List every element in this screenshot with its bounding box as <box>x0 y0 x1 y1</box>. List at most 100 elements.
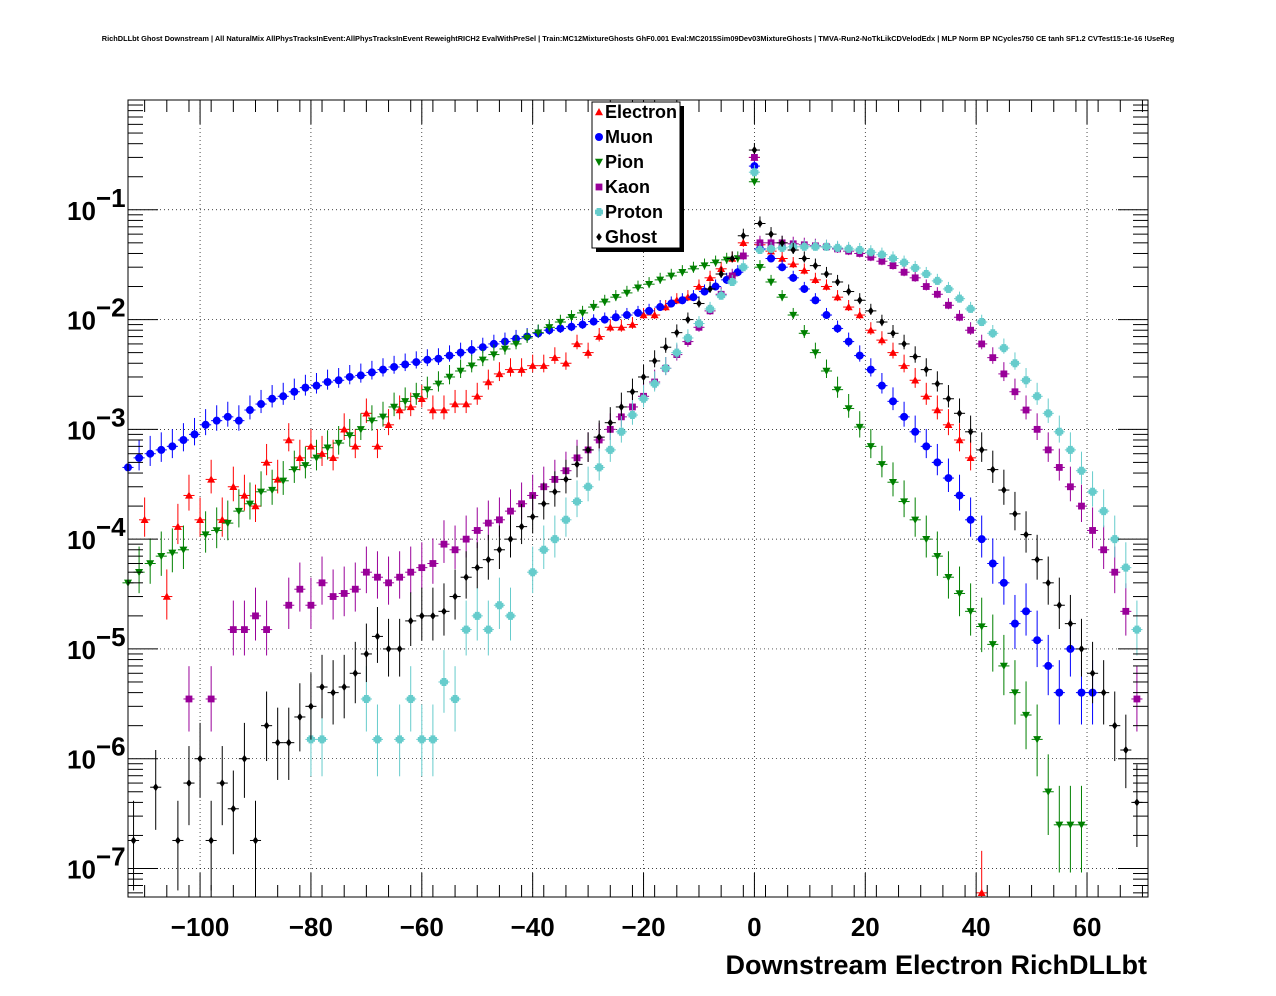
muon-point <box>787 270 799 282</box>
pion-point <box>621 285 633 297</box>
electron-marker <box>977 888 986 897</box>
muon-point <box>676 293 688 305</box>
electron-marker <box>329 453 338 462</box>
series-electron <box>139 150 988 897</box>
pion-marker <box>1010 689 1019 697</box>
muon-point <box>953 474 966 511</box>
muon-point <box>344 365 356 385</box>
kaon-marker <box>229 626 237 633</box>
muon-marker <box>356 371 365 380</box>
proton-marker <box>999 344 1008 353</box>
legend-marker-electron <box>595 108 603 116</box>
muon-marker <box>223 412 232 421</box>
electron-marker <box>955 435 964 444</box>
electron-point <box>832 290 844 302</box>
electron-point <box>527 354 539 373</box>
ghost-marker <box>197 754 203 763</box>
electron-point <box>582 342 594 359</box>
ghost-marker <box>1012 509 1018 518</box>
muon-point <box>177 423 189 452</box>
x-tick-label: −80 <box>289 912 333 942</box>
proton-point <box>987 324 999 339</box>
electron-point <box>920 382 932 405</box>
ghost-marker <box>152 783 159 792</box>
electron-point <box>161 569 173 620</box>
legend-box <box>591 101 681 249</box>
pion-marker <box>301 462 310 470</box>
y-tick-label: 10 −4 <box>67 512 126 555</box>
legend-label-kaon: Kaon <box>605 177 650 197</box>
kaon-point <box>405 546 417 594</box>
ghost-point <box>976 432 988 462</box>
ghost-point <box>987 450 999 483</box>
ghost-marker <box>574 460 580 469</box>
x-axis-title: Downstream Electron RichDLLbt <box>725 950 1147 980</box>
electron-marker <box>739 238 748 247</box>
electron-marker <box>833 293 842 301</box>
proton-marker <box>728 277 737 286</box>
proton-point <box>449 666 461 732</box>
ghost-marker <box>474 563 481 572</box>
proton-point <box>560 497 572 537</box>
electron-point <box>604 319 616 332</box>
ghost-marker <box>1123 746 1129 755</box>
muon-point <box>610 310 622 322</box>
ghost-point <box>1087 641 1099 704</box>
ghost-point <box>737 228 749 240</box>
muon-point <box>832 320 844 333</box>
pion-point <box>255 471 267 507</box>
kaon-marker <box>296 585 304 593</box>
pion-marker <box>401 398 410 406</box>
electron-marker <box>944 420 953 429</box>
electron-marker <box>561 359 570 367</box>
ghost-point <box>748 142 760 155</box>
legend-entry-proton: Proton <box>595 202 663 222</box>
muon-marker <box>656 303 665 312</box>
pion-point <box>632 280 644 292</box>
ghost-point <box>427 587 439 641</box>
pion-marker <box>423 386 432 394</box>
pion-point <box>399 387 411 411</box>
kaon-marker <box>900 268 908 276</box>
kaon-point <box>238 600 250 656</box>
y-tick-label: 10 −7 <box>67 841 126 884</box>
electron-point <box>449 389 461 414</box>
y-tick-exponent: −4 <box>96 512 126 542</box>
ghost-marker <box>989 465 996 474</box>
electron-marker <box>528 361 537 369</box>
ghost-point <box>560 459 572 494</box>
kaon-marker <box>451 546 459 554</box>
muon-marker <box>778 263 787 272</box>
pion-marker <box>345 432 354 440</box>
electron-marker <box>573 339 582 348</box>
pion-marker <box>955 590 964 598</box>
pion-point <box>510 334 522 350</box>
y-tick-base: 10 <box>67 745 96 775</box>
proton-marker <box>628 411 637 420</box>
ghost-marker <box>1001 486 1007 495</box>
muon-marker <box>157 445 166 454</box>
pion-marker <box>534 329 543 337</box>
muon-marker <box>600 315 609 324</box>
proton-point <box>726 274 738 286</box>
electron-marker <box>240 491 249 499</box>
ghost-point <box>965 415 977 443</box>
ghost-point <box>482 534 494 580</box>
electron-marker <box>162 592 171 600</box>
electron-marker <box>196 515 205 524</box>
electron-point <box>471 382 483 405</box>
electron-marker <box>822 282 831 290</box>
pion-point <box>953 566 966 617</box>
electron-marker <box>628 320 637 328</box>
proton-point <box>854 242 866 255</box>
ghost-point <box>638 365 650 385</box>
muon-marker <box>279 392 288 401</box>
kaon-point <box>1009 378 1021 401</box>
proton-point <box>660 357 672 376</box>
ghost-marker <box>890 329 896 338</box>
y-tick-exponent: −6 <box>96 732 126 762</box>
ghost-point <box>571 445 583 478</box>
proton-marker <box>1132 625 1141 634</box>
muon-point <box>920 429 932 459</box>
kaon-marker <box>1078 502 1085 510</box>
